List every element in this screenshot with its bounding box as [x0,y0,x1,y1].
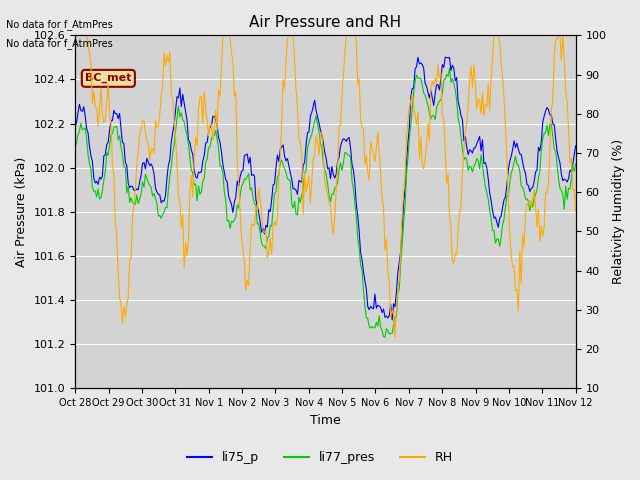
li75_p [388,317,396,323]
li77_pres [572,161,580,167]
Text: No data for f_AtmPres: No data for f_AtmPres [6,38,113,49]
Y-axis label: Air Pressure (kPa): Air Pressure (kPa) [15,156,28,267]
li77_pres [553,162,561,168]
Title: Air Pressure and RH: Air Pressure and RH [250,15,401,30]
li75_p [302,142,310,147]
li75_p [71,124,79,130]
RH [391,335,399,340]
Line: RH: RH [75,36,576,337]
RH [302,189,310,194]
li77_pres [381,334,389,340]
li75_p [572,143,580,149]
li75_p [338,138,346,144]
li75_p [553,148,561,154]
Line: li77_pres: li77_pres [75,68,576,337]
li77_pres [568,174,575,180]
RH [552,38,559,44]
li77_pres [338,168,346,173]
RH [338,94,346,99]
RH [367,139,374,145]
Line: li75_p: li75_p [75,58,576,320]
RH [205,133,212,139]
li77_pres [367,325,374,331]
li77_pres [445,65,453,71]
li75_p [205,130,212,136]
li77_pres [71,143,79,149]
li77_pres [302,168,310,174]
RH [566,160,574,166]
X-axis label: Time: Time [310,414,341,427]
li77_pres [205,145,212,151]
Y-axis label: Relativity Humidity (%): Relativity Humidity (%) [612,139,625,284]
li75_p [414,55,422,60]
Text: BC_met: BC_met [85,73,132,84]
Text: No data for f_AtmPres: No data for f_AtmPres [6,19,113,30]
RH [572,209,580,215]
li75_p [367,303,374,309]
Legend: li75_p, li77_pres, RH: li75_p, li77_pres, RH [182,446,458,469]
RH [71,33,79,38]
li75_p [568,168,575,174]
